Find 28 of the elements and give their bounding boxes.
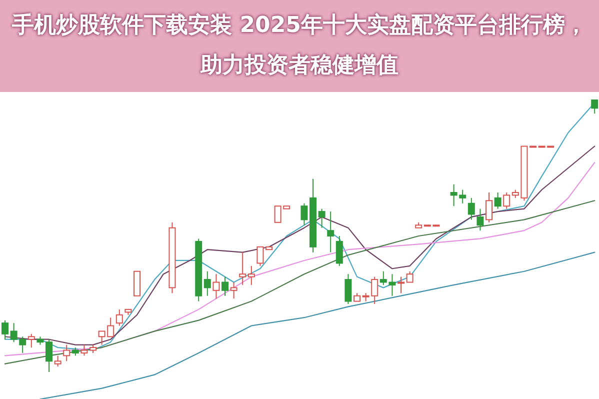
candlestick — [54, 355, 62, 368]
candlestick — [503, 192, 510, 210]
candlestick — [222, 276, 228, 296]
candlestick — [212, 274, 220, 300]
candlestick — [239, 252, 246, 286]
candlestick — [398, 276, 404, 294]
candlestick — [336, 236, 343, 266]
candlestick — [327, 211, 334, 253]
chart-title: 手机炒股软件下载安装 2025年十大实盘配资平台排行榜，助力投资者稳健增值 — [11, 12, 588, 80]
candlestick — [486, 192, 492, 223]
candlestick — [230, 282, 238, 300]
candlestick — [494, 192, 502, 210]
candlestick — [476, 208, 484, 232]
candlestick — [2, 320, 8, 340]
candlestick — [248, 265, 255, 286]
candlestick — [406, 270, 414, 283]
candlestick — [28, 333, 35, 348]
candlestick — [591, 100, 598, 114]
candlestick — [300, 202, 308, 226]
candlestick — [468, 197, 475, 220]
candlestick — [204, 270, 211, 296]
candlestick — [63, 344, 70, 362]
candlestick — [256, 246, 264, 266]
candlestick — [318, 208, 326, 228]
candlestick — [80, 344, 88, 356]
candlestick — [116, 308, 123, 326]
candlestick — [46, 338, 52, 372]
candlestick — [344, 274, 352, 304]
